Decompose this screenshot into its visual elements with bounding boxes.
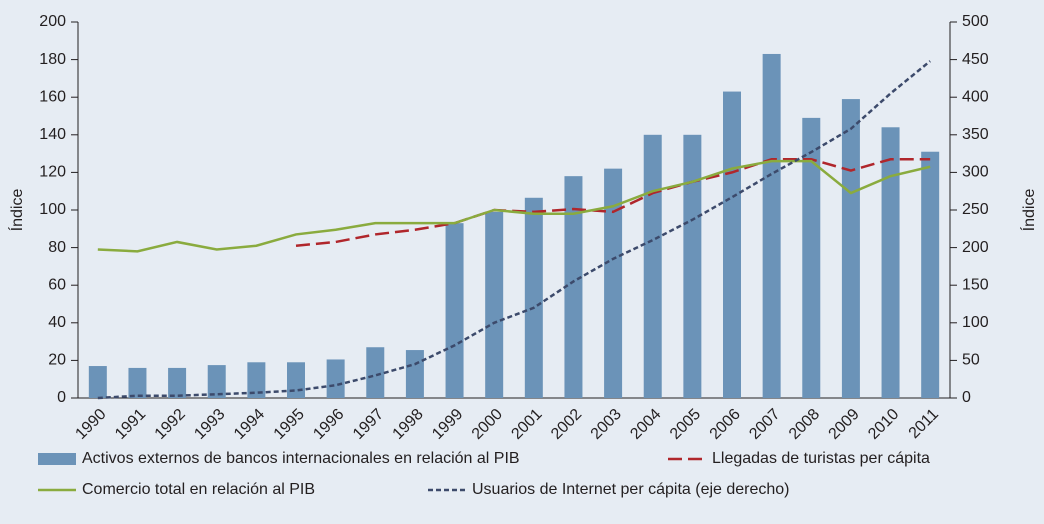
- y-tick-label: 200: [39, 13, 66, 30]
- line: [295, 157, 931, 247]
- x-tick-label: 1999: [429, 406, 466, 443]
- bar: [88, 366, 107, 398]
- bar: [405, 350, 424, 398]
- x-tick-label: 1996: [310, 406, 347, 443]
- bar: [802, 117, 821, 398]
- x-tick-label: 2005: [667, 406, 704, 443]
- bar: [841, 99, 860, 398]
- bar: [524, 197, 543, 398]
- bar: [604, 168, 623, 398]
- bar: [287, 362, 305, 398]
- y2-tick-label: 350: [962, 126, 989, 143]
- x-tick-label: 1991: [112, 406, 149, 443]
- line: [97, 60, 931, 400]
- bar: [921, 151, 940, 398]
- x-tick-label: 2011: [906, 406, 942, 442]
- x-tick-label: 1997: [350, 406, 387, 443]
- bar: [326, 359, 345, 398]
- x-tick-label: 1990: [72, 406, 109, 443]
- bar: [366, 347, 385, 398]
- y2-tick-label: 200: [962, 239, 989, 256]
- y-tick-label: 80: [48, 239, 66, 256]
- legend-label: Usuarios de Internet per cápita (eje der…: [472, 481, 790, 498]
- x-tick-label: 1993: [191, 406, 228, 443]
- line: [97, 159, 931, 253]
- bar: [762, 53, 781, 399]
- bar: [247, 362, 266, 398]
- bar: [723, 91, 741, 398]
- x-tick-label: 2010: [865, 406, 902, 443]
- y-tick-label: 20: [48, 352, 66, 369]
- x-tick-label: 1992: [152, 406, 189, 443]
- y-tick-label: 180: [39, 51, 66, 68]
- legend-label: Activos externos de bancos internacional…: [82, 450, 520, 467]
- bar: [128, 367, 147, 398]
- x-tick-label: 1998: [390, 406, 427, 443]
- bar: [683, 134, 702, 399]
- bar: [564, 176, 583, 398]
- x-tick-label: 2002: [548, 406, 585, 443]
- legend-label: Llegadas de turistas per cápita: [712, 450, 930, 467]
- bar: [881, 127, 900, 398]
- y2-axis-label: Índice: [1019, 189, 1038, 232]
- bar: [643, 134, 662, 399]
- y2-tick-label: 0: [962, 389, 971, 406]
- y2-tick-label: 300: [962, 164, 989, 181]
- y2-tick-label: 250: [962, 201, 989, 218]
- y2-tick-label: 500: [962, 13, 989, 30]
- x-tick-label: 2007: [746, 406, 783, 443]
- y-tick-label: 0: [57, 389, 66, 406]
- x-tick-label: 2004: [627, 406, 664, 443]
- legend-swatch: [38, 453, 76, 465]
- y2-tick-label: 50: [962, 352, 980, 369]
- y-tick-label: 40: [48, 314, 66, 331]
- y-tick-label: 140: [39, 126, 66, 143]
- y-axis-label: Índice: [7, 189, 26, 232]
- y2-tick-label: 150: [962, 276, 989, 293]
- x-tick-label: 2001: [508, 406, 545, 443]
- y-tick-label: 160: [39, 88, 66, 105]
- x-tick-label: 2000: [469, 406, 506, 443]
- legend-label: Comercio total en relación al PIB: [82, 481, 315, 498]
- y2-tick-label: 400: [962, 88, 989, 105]
- bar: [207, 365, 226, 398]
- x-tick-label: 1995: [271, 406, 308, 443]
- x-tick-label: 1994: [231, 406, 268, 443]
- bar: [485, 211, 504, 398]
- y-tick-label: 120: [39, 164, 66, 181]
- y-tick-label: 60: [48, 276, 66, 293]
- x-tick-label: 2006: [707, 406, 744, 443]
- x-tick-label: 2008: [786, 406, 823, 443]
- x-tick-label: 2009: [826, 406, 863, 443]
- bar: [168, 367, 187, 398]
- y2-tick-label: 450: [962, 51, 989, 68]
- y2-tick-label: 100: [962, 314, 989, 331]
- x-tick-label: 2003: [588, 406, 625, 443]
- bar: [445, 223, 464, 398]
- y-tick-label: 100: [39, 201, 66, 218]
